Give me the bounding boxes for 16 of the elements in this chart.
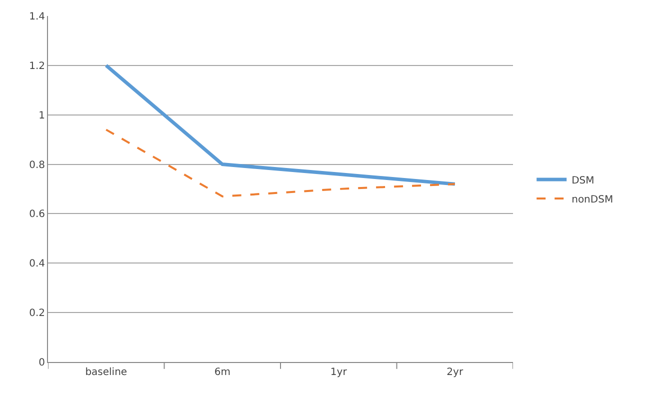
y-tick-label: 1.2 bbox=[29, 60, 45, 72]
line-series bbox=[104, 64, 457, 186]
y-tick-label: 0.6 bbox=[29, 209, 45, 220]
legend-label: DSM bbox=[572, 175, 594, 186]
x-tick-label: 2yr bbox=[446, 367, 464, 378]
legend-label: nonDSM bbox=[572, 194, 614, 206]
y-tick-label: 0 bbox=[38, 358, 45, 368]
y-tick-label: 0.2 bbox=[29, 308, 45, 320]
x-tick-label: baseline bbox=[85, 367, 128, 378]
y-tick-label: 1 bbox=[38, 110, 45, 122]
line-series bbox=[105, 128, 456, 198]
y-tick-label: 1.4 bbox=[29, 12, 45, 22]
y-tick-label: 0.4 bbox=[29, 258, 45, 270]
x-tick-label: 6m bbox=[214, 367, 230, 378]
x-tick-label: 1yr bbox=[330, 367, 348, 378]
y-tick-label: 0.8 bbox=[29, 160, 45, 171]
